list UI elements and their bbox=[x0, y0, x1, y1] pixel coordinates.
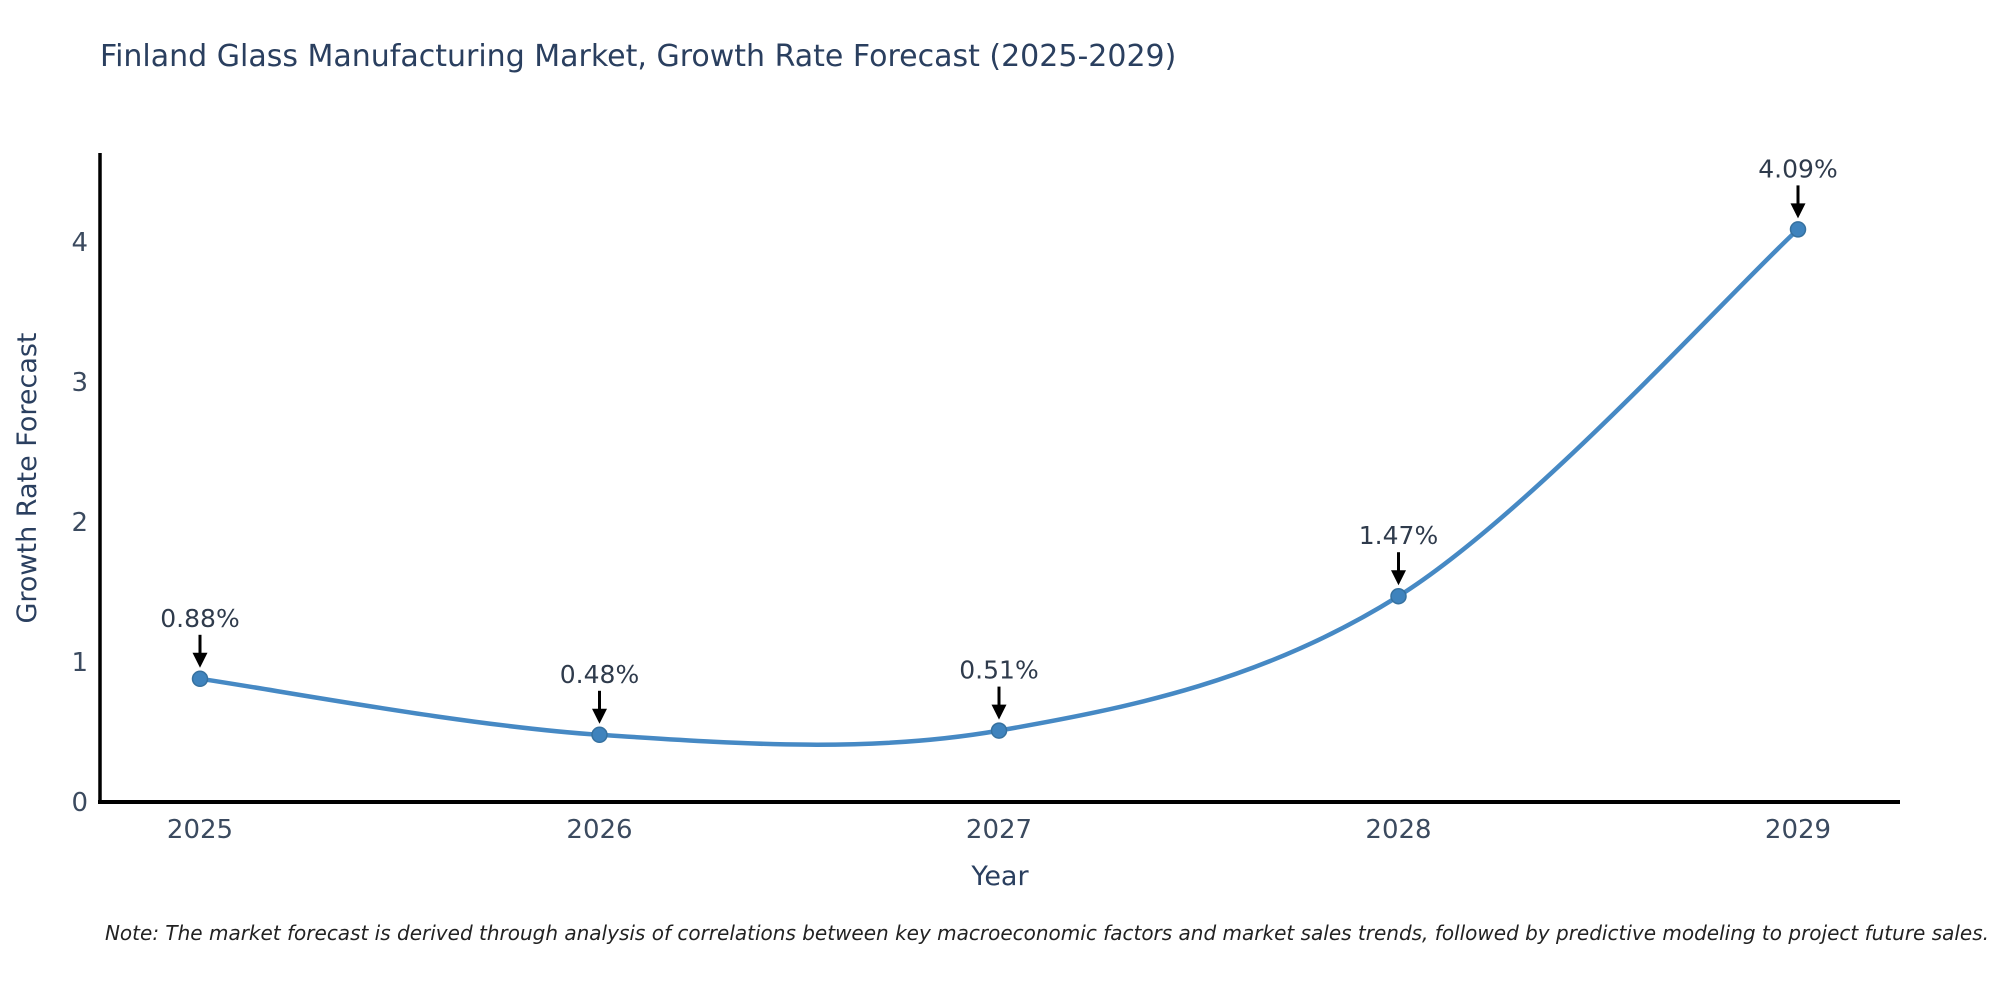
x-tick-label: 2027 bbox=[966, 815, 1032, 845]
annotation-arrowhead bbox=[192, 652, 208, 668]
annotations-layer: 0.88% 0.48% 0.51% 1.47% 4.09% bbox=[160, 154, 1838, 724]
point-annotation-label: 0.48% bbox=[560, 660, 639, 689]
tick-labels: 2025 2026 2027 2028 2029 0 1 2 3 4 bbox=[71, 228, 1831, 845]
series-layer bbox=[191, 221, 1807, 747]
footnote: Note: The market forecast is derived thr… bbox=[105, 921, 1989, 945]
y-tick-label: 4 bbox=[71, 228, 88, 258]
y-tick-label: 3 bbox=[71, 368, 88, 398]
data-point-marker bbox=[191, 670, 209, 688]
x-tick-label: 2028 bbox=[1365, 815, 1431, 845]
annotation-arrowhead bbox=[991, 704, 1007, 720]
annotation-arrowhead bbox=[592, 708, 607, 724]
x-tick-label: 2029 bbox=[1765, 815, 1831, 845]
chart-title: Finland Glass Manufacturing Market, Grow… bbox=[100, 39, 1176, 74]
point-annotation-label: 0.88% bbox=[160, 604, 239, 633]
data-point-marker bbox=[990, 722, 1008, 739]
data-point-marker bbox=[1789, 221, 1807, 238]
data-point-marker bbox=[1390, 587, 1407, 605]
point-annotation-label: 4.09% bbox=[1758, 154, 1837, 183]
data-point-marker bbox=[591, 726, 608, 744]
annotation-arrowhead bbox=[1391, 570, 1406, 586]
x-tick-label: 2025 bbox=[167, 815, 233, 845]
annotation-arrowhead bbox=[1790, 203, 1806, 219]
point-annotation-label: 1.47% bbox=[1359, 521, 1438, 550]
y-tick-label: 2 bbox=[71, 508, 88, 538]
x-tick-label: 2026 bbox=[566, 815, 632, 845]
x-axis-title: Year bbox=[970, 861, 1029, 892]
y-tick-label: 0 bbox=[71, 788, 88, 818]
y-axis-title: Growth Rate Forecast bbox=[12, 332, 43, 623]
series-line bbox=[197, 227, 1801, 747]
y-tick-label: 1 bbox=[71, 648, 88, 678]
point-annotation-label: 0.51% bbox=[959, 656, 1038, 685]
